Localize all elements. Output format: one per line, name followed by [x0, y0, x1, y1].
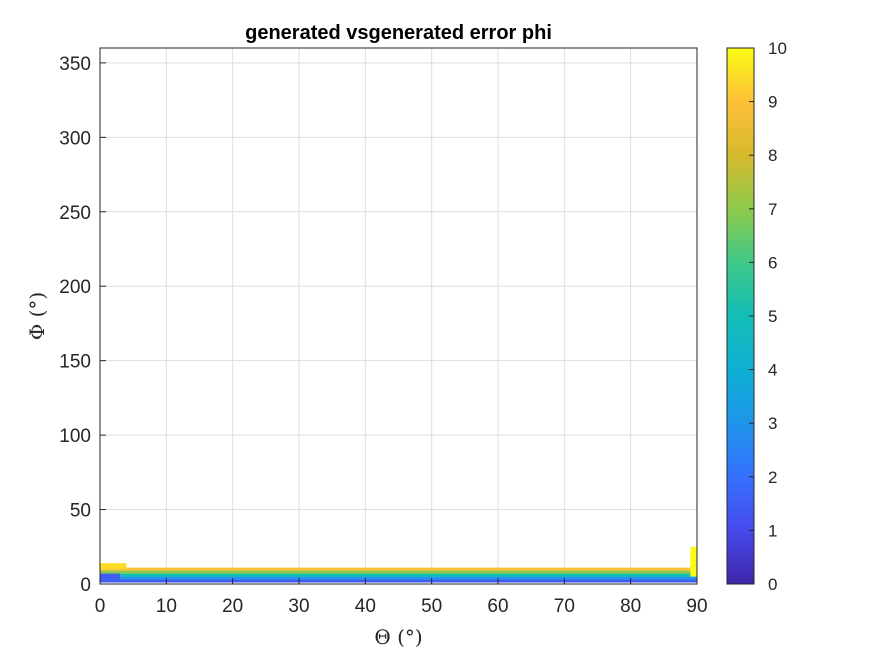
plot-area-frame: [99, 47, 698, 585]
y-axis-ticks: 0 50 100 150 200 250 300 350: [59, 54, 106, 596]
x-tick-label: 40: [355, 596, 376, 617]
colorbar-tick-label: 10: [768, 39, 787, 58]
heatmap-band: [100, 567, 697, 571]
y-tick-label: 250: [59, 203, 91, 224]
x-tick-label: 50: [421, 596, 442, 617]
x-axis-label: Θ (°): [374, 625, 422, 649]
colorbar-tick-label: 6: [768, 253, 777, 272]
x-tick-label: 30: [288, 596, 309, 617]
heatmap-edge-feature: [100, 563, 127, 570]
heatmap-band: [100, 576, 697, 580]
heatmap-band: [100, 573, 697, 577]
y-tick-label: 200: [59, 277, 91, 298]
colorbar-tick-label: 1: [768, 521, 777, 540]
y-tick-label: 50: [70, 501, 91, 522]
colorbar-tick-label: 0: [768, 575, 777, 594]
x-tick-label: 0: [95, 596, 106, 617]
x-tick-label: 70: [554, 596, 575, 617]
y-tick-label: 300: [59, 128, 91, 149]
heatmap-edge-feature: [100, 573, 120, 580]
colorbar-tick-label: 5: [768, 307, 777, 326]
grid-lines: [99, 48, 698, 585]
y-tick-label: 100: [59, 426, 91, 447]
heatmap-edge-feature: [690, 546, 697, 577]
colorbar-tick-label: 3: [768, 414, 777, 433]
x-tick-label: 80: [620, 596, 641, 617]
y-tick-label: 0: [80, 575, 91, 596]
x-axis-ticks: 0 10 20 30 40 50 60 70 80 90: [95, 578, 708, 617]
colorbar-tick-label: 4: [768, 361, 777, 380]
y-axis-label: Φ (°): [25, 292, 49, 340]
y-tick-label: 350: [59, 54, 91, 75]
heatmap-band: [100, 570, 697, 574]
y-tick-label: 150: [59, 352, 91, 373]
heatmap-bands: [100, 546, 697, 583]
heatmap-band: [100, 579, 697, 583]
colorbar: 0 1 2 3 4 5 6 7 8 9 10: [726, 39, 787, 594]
x-tick-label: 60: [487, 596, 508, 617]
colorbar-tick-label: 8: [768, 146, 777, 165]
chart-title: generated vsgenerated error phi: [245, 22, 552, 44]
colorbar-tick-label: 2: [768, 468, 777, 487]
x-tick-label: 10: [156, 596, 177, 617]
colorbar-tick-label: 7: [768, 200, 777, 219]
colorbar-tick-label: 9: [768, 93, 777, 112]
x-tick-label: 20: [222, 596, 243, 617]
x-tick-label: 90: [686, 596, 707, 617]
